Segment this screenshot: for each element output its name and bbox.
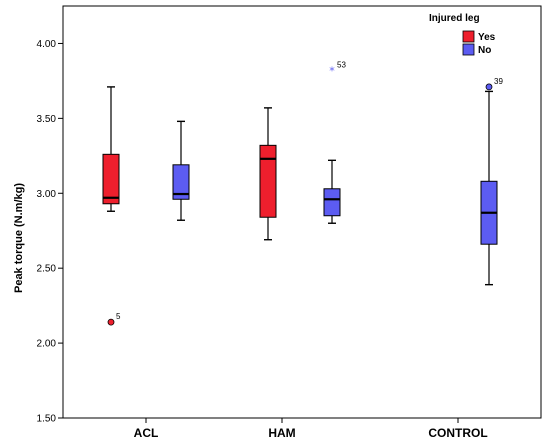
outlier-point bbox=[485, 83, 493, 91]
x-category-label: HAM bbox=[268, 426, 295, 440]
plot-border bbox=[62, 5, 542, 419]
box-iqr bbox=[102, 153, 120, 205]
x-category-label: CONTROL bbox=[428, 426, 487, 440]
box-iqr bbox=[259, 144, 277, 218]
y-tick-label: 2.00 bbox=[37, 339, 57, 350]
y-tick-label: 3.00 bbox=[37, 189, 57, 200]
legend-swatch-yes bbox=[462, 30, 475, 43]
legend-label-yes: Yes bbox=[478, 32, 496, 43]
outlier-label: 39 bbox=[494, 77, 503, 86]
y-axis: 1.50 2.00 2.50 3.00 3.50 4.00 bbox=[37, 39, 63, 425]
outlier-label: 5 bbox=[116, 312, 121, 321]
y-tick-label: 1.50 bbox=[37, 414, 57, 425]
y-tick-label: 2.50 bbox=[37, 264, 57, 275]
legend: Injured leg Yes No bbox=[429, 13, 496, 56]
outlier-label: 53 bbox=[337, 60, 346, 69]
legend-swatch-no bbox=[462, 43, 475, 56]
box-acl-no bbox=[172, 120, 190, 221]
outlier-point bbox=[107, 318, 115, 326]
legend-label-no: No bbox=[478, 45, 491, 56]
box-acl-yes: 5 bbox=[102, 86, 121, 326]
x-category-label: ACL bbox=[134, 426, 159, 440]
y-axis-title: Peak torque (N.m/kg) bbox=[13, 183, 25, 293]
x-axis: ACL HAM CONTROL bbox=[134, 418, 488, 440]
box-ham-no: * 53 bbox=[323, 60, 346, 224]
y-tick-label: 3.50 bbox=[37, 114, 57, 125]
box-ham-yes bbox=[259, 107, 277, 241]
box-iqr bbox=[172, 164, 190, 200]
box-control-no: 39 bbox=[480, 77, 503, 286]
legend-title: Injured leg bbox=[429, 13, 480, 24]
plot-frame bbox=[62, 5, 542, 419]
y-tick-label: 4.00 bbox=[37, 39, 57, 50]
box-iqr bbox=[323, 188, 341, 217]
outlier-star: * bbox=[329, 64, 335, 77]
box-series: 5 * 53 39 bbox=[102, 60, 503, 326]
